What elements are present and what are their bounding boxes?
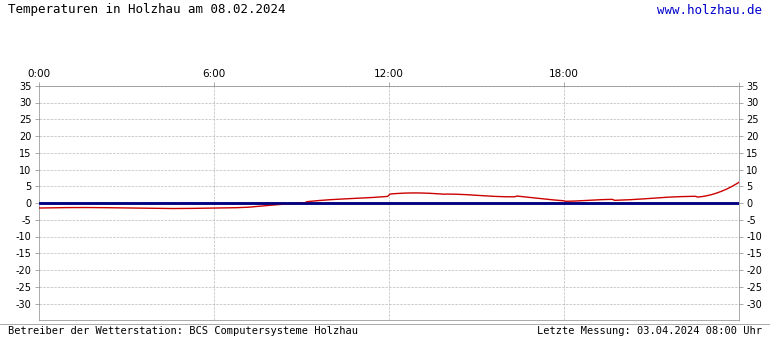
Text: www.holzhau.de: www.holzhau.de [658,4,762,16]
Text: Betreiber der Wetterstation: BCS Computersysteme Holzhau: Betreiber der Wetterstation: BCS Compute… [8,326,358,336]
Text: Temperaturen in Holzhau am 08.02.2024: Temperaturen in Holzhau am 08.02.2024 [8,4,285,16]
Text: Letzte Messung: 03.04.2024 08:00 Uhr: Letzte Messung: 03.04.2024 08:00 Uhr [537,326,762,336]
